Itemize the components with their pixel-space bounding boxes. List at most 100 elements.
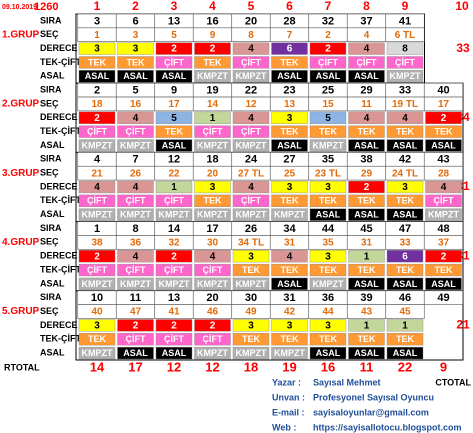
tek_cift-cell — [425, 194, 462, 207]
tek_cift-cell — [78, 194, 116, 207]
asal-cell — [309, 208, 347, 221]
tek_cift-text: TEK — [204, 196, 223, 206]
asal-cell — [271, 70, 308, 83]
derece-text: 4 — [248, 113, 254, 124]
derece-cell — [309, 180, 347, 194]
tek_cift-text: TEK — [281, 127, 300, 137]
tek_cift-cell — [232, 263, 270, 277]
row-label: SEÇ — [40, 168, 59, 178]
group-label: 3.GRUP — [2, 168, 40, 179]
sec-number: 43 — [361, 307, 373, 318]
row-label: DERECE — [40, 320, 78, 330]
tek_cift-cell — [232, 125, 270, 138]
asal-text: KMPZT — [236, 71, 267, 81]
derece-text: 2 — [441, 113, 447, 124]
derece-text: 4 — [402, 113, 408, 124]
asal-text: KMPZT — [197, 210, 228, 220]
derece-cell — [309, 42, 347, 55]
footer-value: Sayısal Mehmet — [313, 377, 381, 387]
derece-text: 4 — [133, 113, 139, 124]
tek_cift-text: TEK — [281, 265, 300, 275]
derece-text: 3 — [325, 182, 331, 193]
sec-number: 32 — [168, 238, 180, 249]
footer-label: E-mail : — [272, 407, 305, 417]
tek_cift-text: ÇİFT — [164, 334, 184, 344]
sira-number: 11 — [130, 292, 142, 304]
derece-text: 5 — [325, 113, 331, 124]
tek_cift-text: ÇİFT — [126, 196, 146, 206]
sec-number: 1 — [94, 30, 100, 41]
sec-number: 45 — [399, 307, 411, 318]
group-label: 4.GRUP — [2, 237, 40, 248]
asal-text: KMPZT — [236, 279, 267, 289]
rtotal-value: 19 — [282, 359, 296, 374]
derece-cell — [117, 250, 154, 263]
derece-cell — [194, 250, 231, 263]
derece-cell — [386, 111, 424, 124]
row-label: SIRA — [40, 84, 62, 94]
derece-cell — [232, 42, 270, 55]
tek_cift-cell — [78, 125, 116, 138]
sira-number: 28 — [283, 15, 295, 27]
cell — [423, 290, 464, 305]
derece-cell — [309, 319, 347, 332]
sira-number: 31 — [283, 292, 295, 304]
derece-cell — [271, 42, 308, 55]
asal-cell — [309, 139, 347, 152]
derece-cell — [348, 319, 385, 332]
asal-text: KMPZT — [197, 348, 228, 358]
asal-text: KMPZT — [197, 279, 228, 289]
sira-number: 16 — [206, 15, 218, 27]
sec-number: 21 — [91, 168, 103, 179]
sec-number: 23 TL — [315, 168, 341, 179]
sira-number: 43 — [437, 154, 449, 166]
derece-text: 6 — [402, 251, 408, 262]
tek_cift-text: TEK — [358, 334, 377, 344]
asal-cell — [232, 70, 270, 83]
asal-cell — [78, 277, 116, 290]
asal-cell — [348, 346, 385, 360]
tek_cift-cell — [348, 333, 385, 346]
asal-text: ASAL — [316, 348, 341, 358]
tek_cift-text: TEK — [319, 196, 338, 206]
tek_cift-cell — [348, 125, 385, 138]
asal-cell — [232, 139, 270, 152]
asal-text: KMPZT — [390, 71, 421, 81]
derece-cell — [386, 42, 424, 55]
derece-cell — [78, 42, 116, 55]
sira-number: 32 — [322, 15, 334, 27]
date: 09.10.2019 — [2, 4, 37, 11]
derece-text: 3 — [248, 321, 254, 332]
tek_cift-text: ÇİFT — [241, 57, 261, 67]
tek_cift-text: ÇİFT — [203, 334, 223, 344]
sira-number: 30 — [245, 292, 257, 304]
rtotal-value: 12 — [167, 359, 181, 374]
tek_cift-text: ÇİFT — [241, 196, 261, 206]
derece-cell — [232, 250, 270, 263]
sira-number: 39 — [360, 292, 372, 304]
cell — [385, 27, 425, 42]
sec-number: 40 — [91, 307, 103, 318]
tek_cift-cell — [194, 56, 231, 69]
derece-text: 2 — [171, 321, 177, 332]
derece-cell — [117, 42, 154, 55]
tek_cift-text: TEK — [396, 265, 415, 275]
asal-cell — [117, 139, 154, 152]
derece-cell — [155, 319, 193, 332]
asal-text: KMPZT — [428, 210, 459, 220]
derece-cell — [386, 180, 424, 194]
sira-number: 5 — [132, 85, 138, 97]
tek_cift-text: TEK — [88, 334, 107, 344]
tek_cift-cell — [309, 194, 347, 207]
asal-text: KMPZT — [236, 348, 267, 358]
asal-cell — [348, 208, 385, 221]
tek_cift-text: ÇİFT — [203, 265, 223, 275]
sec-number: 2 — [325, 30, 331, 41]
derece-text: 1 — [171, 182, 177, 193]
asal-text: ASAL — [277, 140, 302, 150]
tek_cift-cell — [425, 263, 462, 277]
tek_cift-cell — [386, 56, 424, 69]
asal-cell — [194, 346, 231, 360]
row-label: DERECE — [40, 43, 78, 53]
sec-number: 14 — [207, 99, 219, 110]
